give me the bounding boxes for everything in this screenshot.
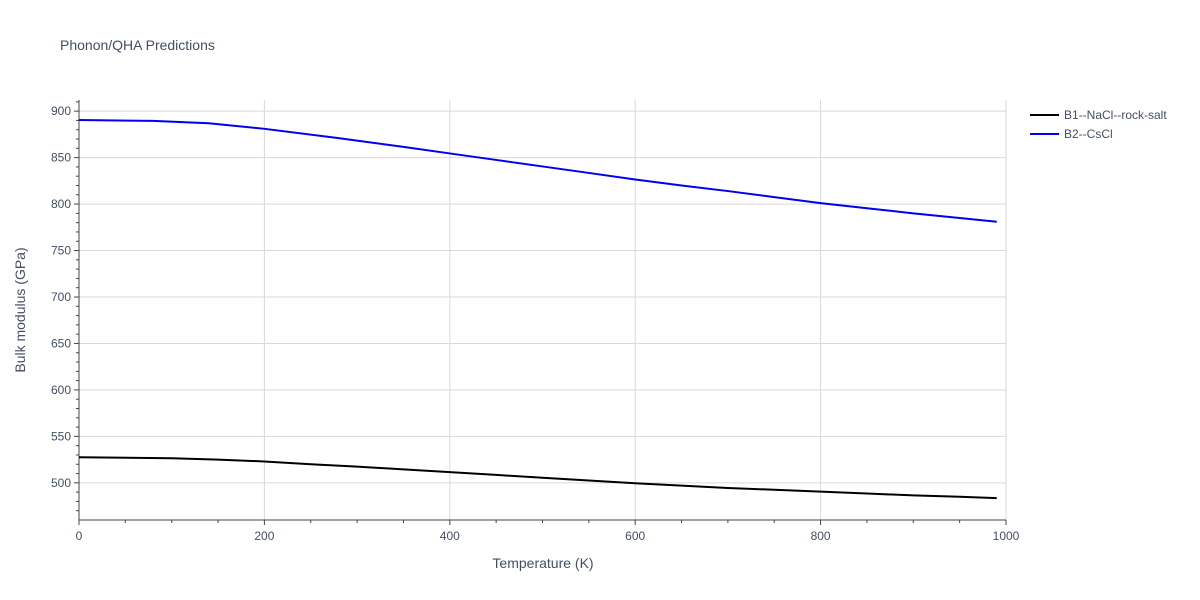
x-tick-label: 200 [254,529,274,543]
y-tick-label: 700 [51,290,71,304]
series-layer [78,118,997,500]
legend-label-1: B2--CsCl [1064,127,1113,141]
x-tick-label: 400 [440,529,460,543]
y-tick-label: 800 [51,197,71,211]
x-tick-label: 800 [811,529,831,543]
series-line-0 [78,456,997,500]
y-tick-label: 600 [51,383,71,397]
y-tick-label: 750 [51,244,71,258]
y-tick-label: 850 [51,151,71,165]
y-tick-label: 500 [51,476,71,490]
y-axis-title: Bulk modulus (GPa) [12,247,28,372]
axes: 500 550 600 650 700 750 800 850 900 0 200 400 600 800… [51,100,1020,543]
y-tick-label: 650 [51,336,71,350]
y-tick-label: 550 [51,429,71,443]
x-tick-label: 1000 [993,529,1020,543]
grid [79,100,1007,520]
chart-title: Phonon/QHA Predictions [60,37,215,53]
legend: B1--NaCl--rock-salt B2--CsCl [1030,108,1167,141]
x-tick-label: 0 [76,529,83,543]
series-line-1 [78,118,997,223]
y-tick-label: 900 [51,104,71,118]
x-axis-title: Temperature (K) [492,555,593,571]
x-tick-label: 600 [625,529,645,543]
legend-label-0: B1--NaCl--rock-salt [1064,108,1167,122]
